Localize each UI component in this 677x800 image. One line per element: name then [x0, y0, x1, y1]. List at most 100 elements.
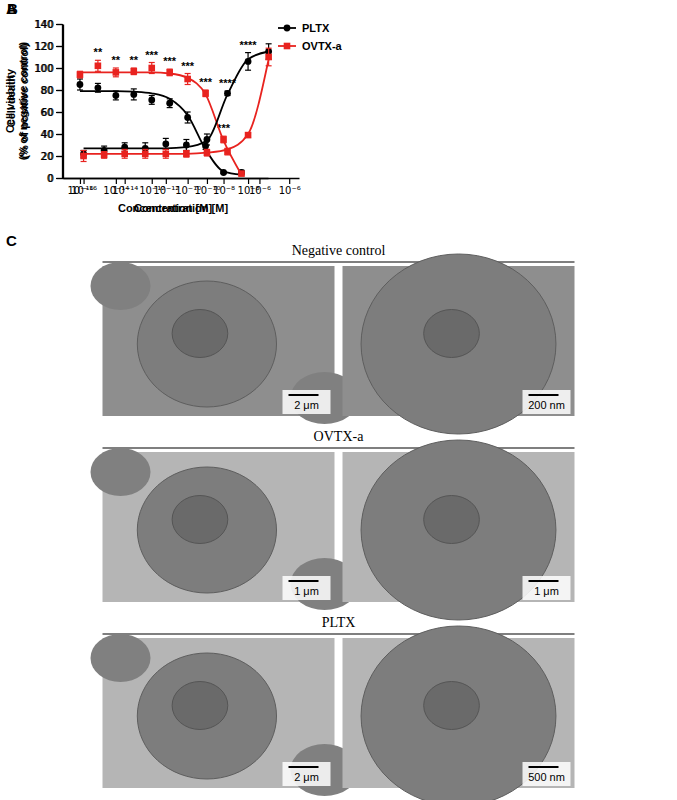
error-cap [204, 133, 210, 134]
error-cap [149, 73, 155, 74]
error-bar [203, 90, 209, 97]
group-rule [103, 261, 575, 262]
error-cap [185, 122, 191, 123]
y-tick-label: 140 [34, 19, 53, 30]
error-bar [204, 149, 210, 156]
scale-bar [289, 394, 319, 396]
scale-bar [289, 766, 319, 768]
fit-curve [84, 52, 269, 149]
x-tick: 10⁻¹⁶ [71, 178, 97, 196]
y-tick: 80 [40, 85, 62, 96]
y-axis-line [63, 25, 64, 179]
y-tick-label: 40 [40, 129, 53, 140]
micrograph: 2 μm [91, 262, 359, 424]
nucleus [424, 310, 480, 358]
error-bar [245, 53, 251, 71]
group-rule [103, 633, 575, 634]
error-cap [142, 158, 148, 159]
panel-letter: A [6, 0, 17, 17]
error-cap [149, 104, 155, 105]
error-bar [163, 138, 169, 149]
x-tick-mark [166, 178, 167, 184]
x-tick-label: 10⁻¹⁰ [194, 185, 220, 196]
plot-marks [77, 60, 245, 177]
error-bar [203, 143, 209, 150]
scale-bar [529, 766, 559, 768]
data-point [112, 92, 119, 99]
y-tick: 80 [41, 85, 63, 96]
legend-marker [284, 43, 291, 50]
error-bar [266, 48, 272, 66]
micrograph: 1 μm [91, 448, 359, 610]
cell [91, 634, 151, 682]
significance: **** [240, 39, 258, 51]
error-cap [185, 84, 191, 85]
y-tick: 140 [34, 19, 62, 30]
data-point [265, 54, 272, 61]
error-cap [95, 92, 101, 93]
data-point [245, 58, 252, 65]
x-tick-mark [83, 178, 84, 184]
data-point [162, 141, 169, 148]
y-tick-mark [57, 90, 63, 91]
error-bar [204, 134, 210, 145]
data-point [142, 151, 149, 158]
error-cap [113, 90, 119, 91]
data-point [163, 151, 170, 158]
error-bar [113, 68, 119, 77]
nucleus [424, 496, 480, 544]
error-cap [122, 149, 128, 150]
y-tick-mark [57, 24, 63, 25]
error-cap [77, 78, 83, 79]
error-cap [122, 142, 128, 143]
error-bar [122, 149, 128, 158]
data-point [148, 65, 155, 72]
legend-item: PLTX [278, 22, 330, 34]
y-axis: 020406080100120140 [35, 19, 64, 184]
error-bar [163, 149, 169, 158]
error-bar [95, 83, 101, 92]
y-tick-mark [56, 156, 62, 157]
y-tick-label: 80 [40, 85, 53, 96]
figure: A10⁻¹⁶10⁻¹⁴10⁻¹²10⁻¹⁰10⁻⁸10⁻⁶02040608010… [0, 0, 677, 800]
group-title: OVTX-a [314, 429, 365, 444]
y-tick-label: 120 [35, 41, 54, 52]
data-point [130, 91, 137, 98]
error-cap [142, 142, 148, 143]
error-bar [149, 63, 155, 74]
y-axis-line [62, 25, 63, 179]
y-tick-label: 120 [34, 41, 53, 52]
y-tick-label: 100 [35, 63, 54, 74]
error-cap [183, 139, 189, 140]
y-tick-mark [56, 68, 62, 69]
x-tick-mark [289, 178, 290, 184]
x-axis-line [64, 178, 300, 179]
data-point [121, 151, 128, 158]
error-bar [183, 151, 189, 158]
data-point [95, 63, 102, 70]
error-cap [204, 144, 210, 145]
legend-marker [284, 25, 291, 32]
error-bar [77, 71, 83, 78]
significance: ** [112, 54, 121, 66]
error-bar [77, 79, 83, 90]
error-bar [101, 152, 107, 159]
y-tick-label: 0 [47, 173, 53, 184]
x-tick-label: 10⁻¹⁶ [71, 185, 97, 196]
error-cap [245, 70, 251, 71]
legend-label: PLTX [302, 22, 330, 34]
micrograph: 1 μm [343, 440, 575, 620]
cell [137, 467, 276, 593]
data-point [113, 69, 120, 76]
error-cap [113, 67, 119, 68]
error-bar [113, 91, 119, 100]
cell [91, 448, 151, 496]
error-cap [266, 43, 272, 44]
scale-bar-label: 500 nm [528, 771, 565, 783]
error-cap [266, 48, 272, 49]
error-cap [163, 149, 169, 150]
data-point [166, 100, 173, 107]
y-tick-label: 40 [41, 129, 54, 140]
scale-bar-label: 2 μm [294, 399, 319, 411]
data-point [101, 152, 108, 159]
